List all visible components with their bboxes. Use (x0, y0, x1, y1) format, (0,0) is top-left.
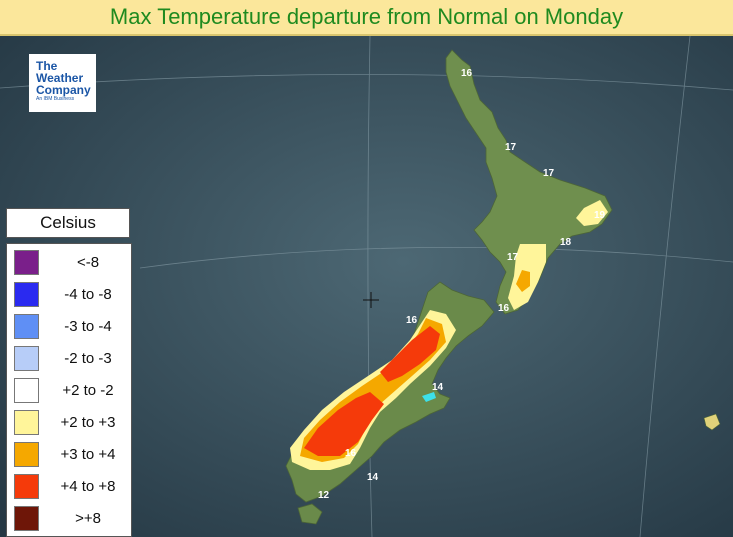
logo-line-3: Company (36, 83, 91, 97)
legend-row: -4 to -8 (7, 278, 131, 310)
legend-swatch (14, 506, 39, 531)
legend-row: -3 to -4 (7, 310, 131, 342)
legend-swatch (14, 410, 39, 435)
stewart-island (297, 503, 323, 525)
city-label-nelson: 16 (406, 315, 418, 326)
city-label-new-plymouth: 17 (507, 252, 519, 263)
legend-row: -2 to -3 (7, 342, 131, 374)
logo-line-1: The (36, 59, 58, 73)
title-bar: Max Temperature departure from Normal on… (0, 0, 733, 36)
legend-label: >+8 (75, 510, 101, 527)
city-label-northland: 16 (461, 68, 473, 79)
city-label-wellington: 16 (498, 303, 510, 314)
legend-swatch (14, 378, 39, 403)
anomaly-plus3-north (516, 270, 530, 292)
city-label-auckland: 17 (505, 142, 517, 153)
city-label-queenstown: 16 (345, 448, 357, 459)
legend-swatch (14, 474, 39, 499)
legend-row: +3 to +4 (7, 438, 131, 470)
logo-tagline: An IBM Business (36, 96, 75, 102)
legend-label: +3 to +4 (60, 446, 116, 463)
legend-label: -4 to -8 (64, 286, 112, 303)
anomaly-plus4-southwest (304, 392, 384, 456)
chatham-islands (703, 413, 721, 431)
anomaly-overlay (290, 200, 608, 470)
legend-box: <-8 -4 to -8 -3 to -4 -2 to -3 +2 to -2 … (6, 243, 132, 537)
legend-label: <-8 (76, 254, 100, 271)
legend-swatch (14, 282, 39, 307)
city-label-christchurch: 14 (432, 382, 444, 393)
weather-company-logo: The Weather Company An IBM Business (29, 54, 96, 112)
city-label-invercargill: 12 (318, 490, 330, 501)
legend: Celsius <-8 -4 to -8 -3 to -4 -2 to -3 +… (3, 208, 132, 537)
city-label-napier: 18 (560, 237, 572, 248)
logo-line-2: Weather (36, 71, 84, 85)
legend-header: Celsius (6, 208, 130, 238)
legend-swatch (14, 314, 39, 339)
legend-row: >+8 (7, 502, 131, 534)
legend-swatch (14, 442, 39, 467)
city-label-tauranga: 17 (543, 168, 555, 179)
legend-swatch (14, 250, 39, 275)
legend-label: +4 to +8 (60, 478, 116, 495)
legend-label: -3 to -4 (64, 318, 112, 335)
legend-row: <-8 (7, 246, 131, 278)
crosshair (363, 292, 379, 308)
legend-label: +2 to -2 (62, 382, 114, 399)
anomaly-plus4-south (380, 326, 440, 382)
anomaly-cool-christchurch (422, 392, 436, 402)
legend-row: +4 to +8 (7, 470, 131, 502)
city-label-gisborne: 19 (594, 210, 606, 221)
graticule (0, 36, 733, 537)
legend-row: +2 to +3 (7, 406, 131, 438)
city-label-dunedin: 14 (367, 472, 379, 483)
anomaly-plus2-east (576, 200, 608, 226)
legend-label: +2 to +3 (60, 414, 116, 431)
city-labels: 16 17 17 19 18 17 16 16 14 16 14 12 (318, 68, 606, 501)
legend-label: -2 to -3 (64, 350, 112, 367)
legend-row: +2 to -2 (7, 374, 131, 406)
map-title: Max Temperature departure from Normal on… (109, 4, 624, 29)
legend-swatch (14, 346, 39, 371)
